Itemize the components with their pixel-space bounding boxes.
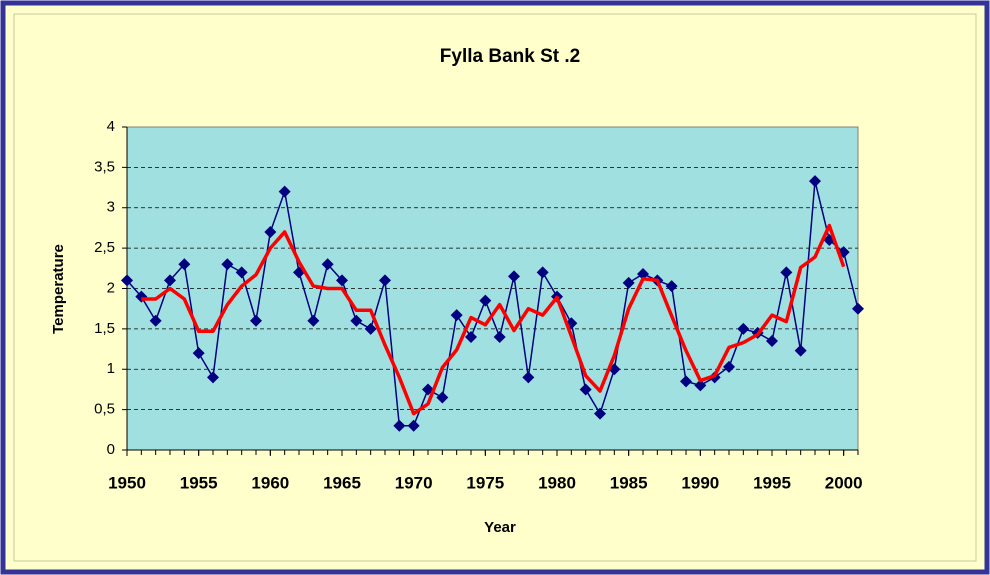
- data-point: [594, 407, 606, 420]
- data-point: [622, 276, 635, 289]
- data-point: [579, 383, 592, 396]
- x-tick-label: 1970: [395, 473, 433, 492]
- x-tick-label: 1980: [538, 473, 576, 492]
- data-point: [694, 379, 707, 392]
- data-point: [192, 347, 205, 360]
- data-point: [522, 371, 535, 384]
- y-tick-label: 2: [107, 279, 115, 296]
- data-point: [780, 266, 793, 279]
- x-tick-label: 1950: [108, 473, 146, 492]
- data-point: [637, 267, 649, 280]
- data-point: [350, 314, 363, 327]
- data-point: [393, 419, 406, 432]
- y-tick-label: 4: [107, 118, 115, 135]
- data-point: [723, 360, 735, 373]
- data-point: [479, 294, 492, 307]
- x-axis-title: Year: [484, 519, 516, 536]
- data-point: [307, 314, 320, 327]
- x-tick-label: 1995: [753, 473, 791, 492]
- series-line: [126, 180, 859, 427]
- data-point: [221, 258, 234, 271]
- series-line: [141, 223, 846, 416]
- y-tick-label: 0,5: [94, 401, 115, 418]
- chart-title: Fylla Bank St .2: [440, 46, 580, 67]
- data-point: [852, 302, 864, 315]
- data-point: [465, 330, 477, 343]
- data-point: [164, 274, 176, 287]
- y-tick-label: 3: [107, 199, 115, 216]
- x-tick-label: 1990: [681, 473, 719, 492]
- data-point: [278, 185, 291, 198]
- data-point: [493, 330, 506, 343]
- y-tick-label: 0: [107, 441, 115, 458]
- data-point: [680, 375, 692, 388]
- data-point: [737, 322, 750, 335]
- y-tick-label: 3,5: [94, 158, 115, 175]
- y-tick-label: 2,5: [94, 239, 115, 256]
- data-point: [121, 274, 133, 287]
- data-point: [766, 334, 778, 347]
- y-tick-label: 1,5: [94, 320, 115, 337]
- data-point: [450, 309, 463, 322]
- data-point: [207, 371, 219, 384]
- x-tick-label: 1955: [180, 473, 218, 492]
- x-tick-label: 1985: [610, 473, 648, 492]
- data-point: [321, 258, 334, 271]
- data-point: [436, 391, 449, 404]
- x-tick-label: 1975: [466, 473, 504, 492]
- data-point: [379, 274, 391, 287]
- data-point: [149, 314, 162, 327]
- y-axis-title: Temperature: [50, 244, 67, 334]
- data-point: [264, 225, 277, 238]
- data-point: [336, 274, 348, 287]
- x-tick-label: 1960: [251, 473, 289, 492]
- x-tick-label: 2000: [825, 473, 863, 492]
- data-point: [665, 280, 678, 293]
- data-point: [407, 419, 420, 432]
- x-tick-label: 1965: [323, 473, 361, 492]
- data-point: [536, 266, 549, 279]
- y-tick-label: 1: [107, 360, 115, 377]
- data-point: [250, 314, 262, 327]
- data-point: [178, 258, 191, 271]
- data-point: [235, 266, 248, 279]
- data-point: [508, 270, 520, 283]
- data-point: [364, 322, 377, 335]
- data-point: [794, 344, 807, 357]
- data-point: [809, 175, 821, 188]
